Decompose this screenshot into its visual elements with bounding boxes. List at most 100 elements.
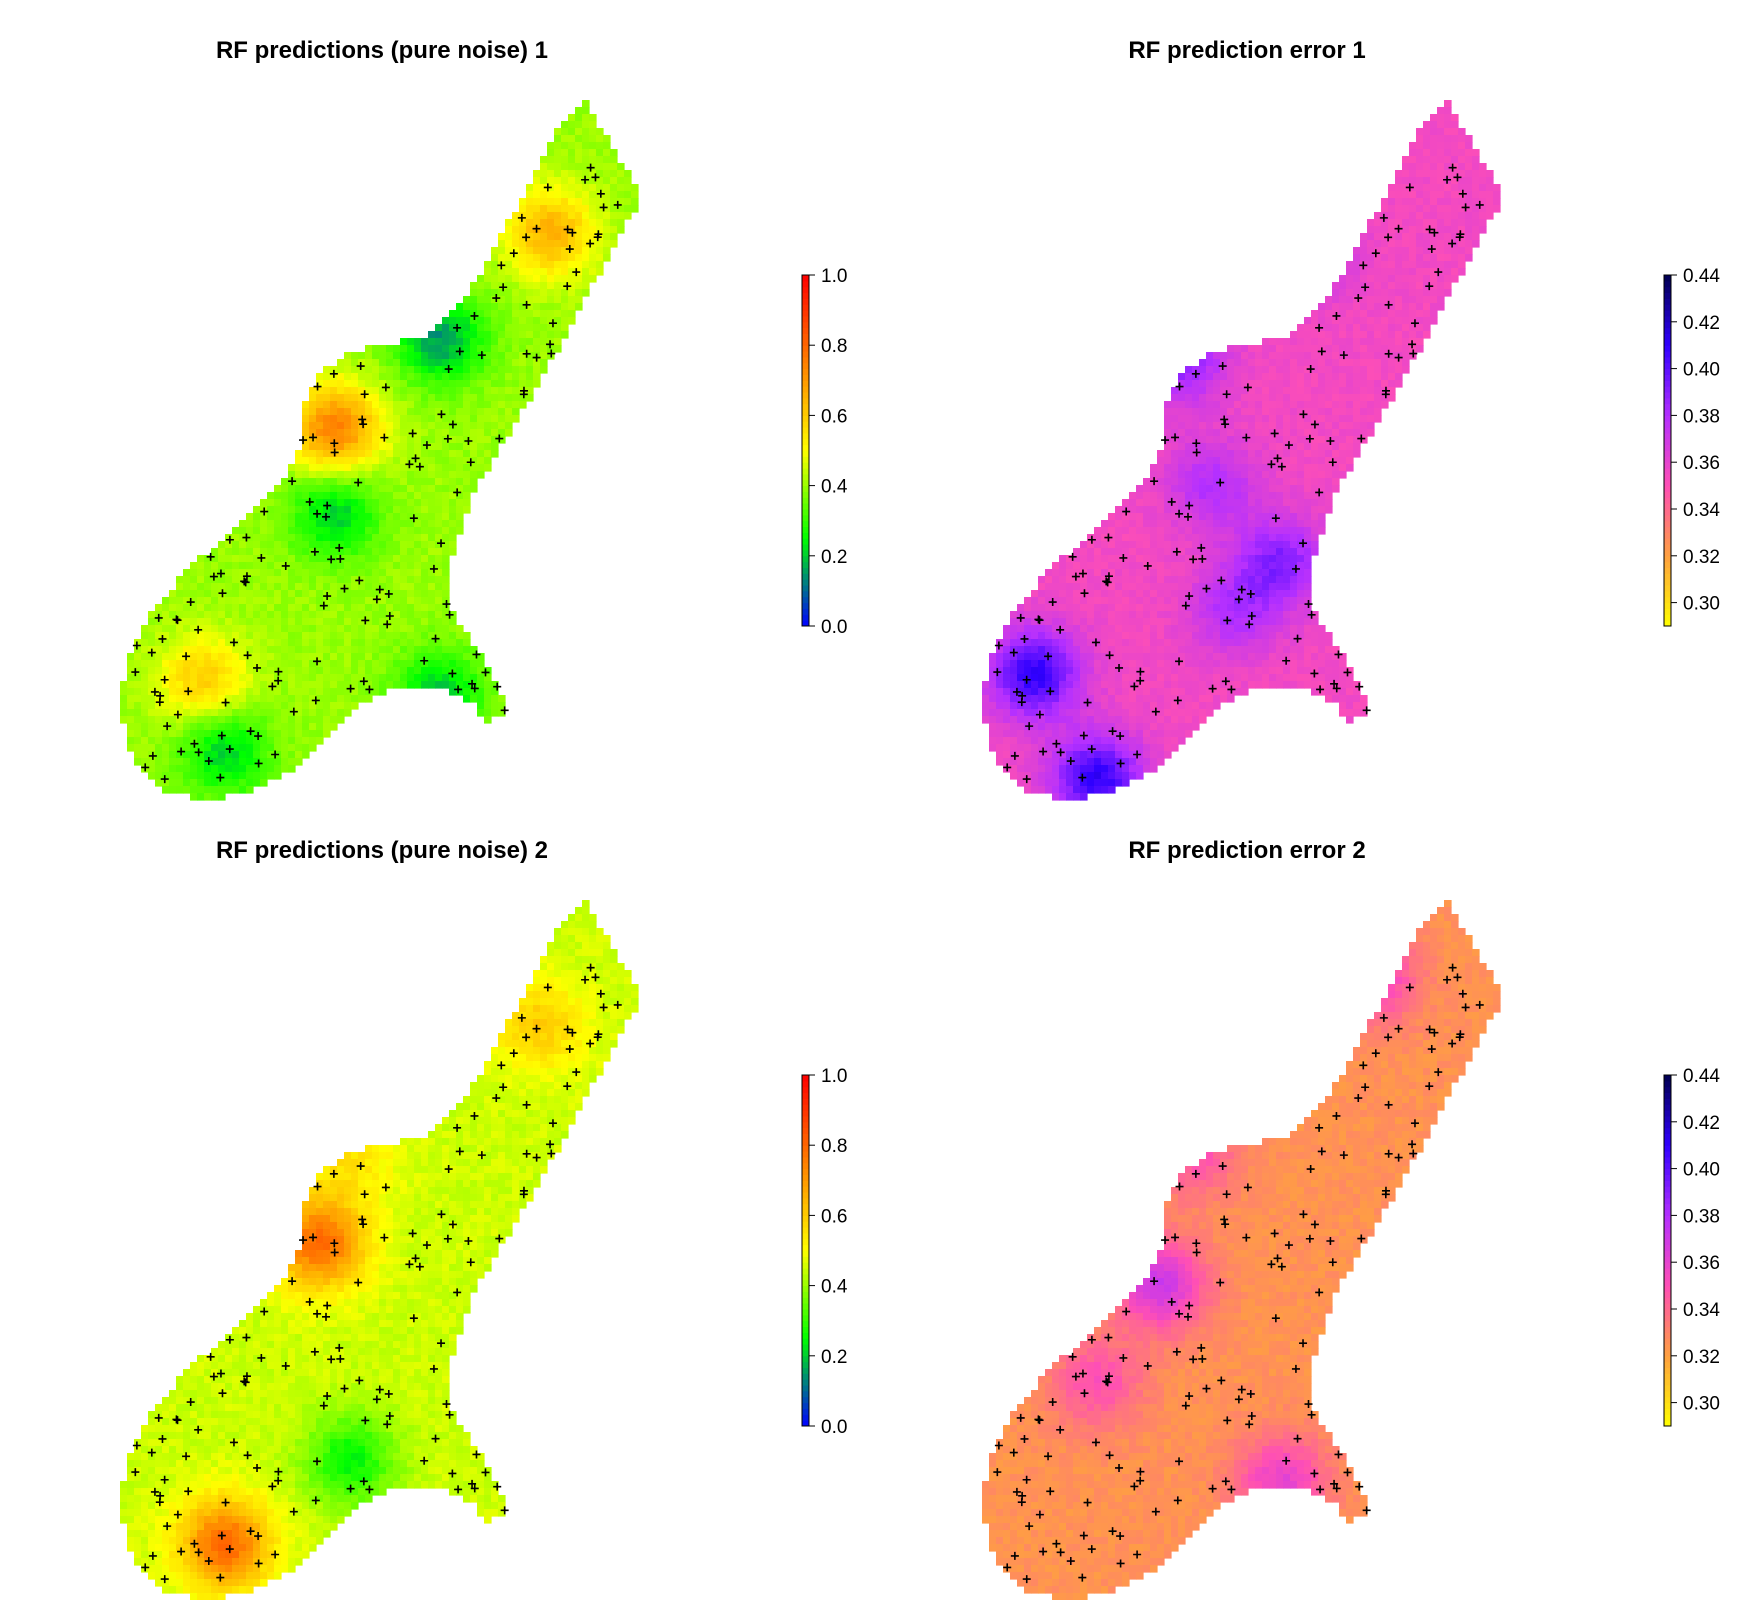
heatmap-cell [1297,653,1305,661]
heatmap-cell [141,639,149,647]
heatmap-cell [253,730,261,738]
heatmap-cell [1185,380,1193,388]
heatmap-cell [1346,317,1354,325]
heatmap-cell [1178,415,1186,423]
heatmap-cell [1024,597,1032,605]
heatmap-cell [1164,492,1172,500]
heatmap-cell [351,576,359,584]
heatmap-cell [575,247,583,255]
heatmap-cell [1171,450,1179,458]
heatmap-cell [211,653,219,661]
heatmap-cell [400,485,408,493]
heatmap-cell [1171,541,1179,549]
sample-point-marker [453,323,462,332]
heatmap-cell [1157,639,1165,647]
heatmap-cell [1374,226,1382,234]
heatmap-cell [505,429,513,437]
heatmap-cell [1220,380,1228,388]
heatmap-cell [589,205,597,213]
heatmap-cell [1115,513,1123,521]
heatmap-cell [358,660,366,668]
heatmap-cell [1185,646,1193,654]
heatmap-cell [428,576,436,584]
heatmap-cell [1353,261,1361,269]
heatmap-cell [351,485,359,493]
sample-point-marker [445,610,454,619]
heatmap-cell [1437,177,1445,185]
heatmap-cell [470,422,478,430]
heatmap-cell [260,548,268,556]
heatmap-cell [379,667,387,675]
heatmap-cell [1255,457,1263,465]
heatmap-cell [365,639,373,647]
heatmap-cell [491,338,499,346]
heatmap-cell [1010,660,1018,668]
heatmap-cell [274,611,282,619]
heatmap-cell [1178,380,1186,388]
heatmap-cell [1444,114,1452,122]
heatmap-cell [1213,464,1221,472]
heatmap-cell [1206,541,1214,549]
heatmap-cell [1220,408,1228,416]
heatmap-cell [624,205,632,213]
heatmap-cell [260,772,268,780]
heatmap-cell [372,450,380,458]
heatmap-cell [540,345,548,353]
heatmap-cell [421,625,429,633]
heatmap-cell [1234,562,1242,570]
heatmap-cell [176,744,184,752]
heatmap-cell [540,205,548,213]
heatmap-cell [1241,632,1249,640]
heatmap-cell [211,702,219,710]
heatmap-cell [575,191,583,199]
heatmap-cell [218,548,226,556]
heatmap-cell [330,632,338,640]
sample-point-marker [442,600,451,609]
heatmap-cell [1381,331,1389,339]
heatmap-cell [505,352,513,360]
heatmap-cell [379,506,387,514]
heatmap-cell [225,758,233,766]
sample-point-marker [163,722,172,731]
heatmap-cell [1101,639,1109,647]
heatmap-cell [197,646,205,654]
heatmap-cell [1374,401,1382,409]
heatmap-cell [1241,506,1249,514]
heatmap-cell [1465,191,1473,199]
heatmap-cell [281,576,289,584]
heatmap-cell [351,660,359,668]
heatmap-cell [1143,632,1151,640]
heatmap-cell [1192,450,1200,458]
heatmap-cell [330,576,338,584]
heatmap-cell [218,625,226,633]
heatmap-cell [302,604,310,612]
heatmap-cell [442,443,450,451]
heatmap-cell [379,429,387,437]
heatmap-cell [1038,611,1046,619]
heatmap-cell [1430,240,1438,248]
heatmap-cell [309,674,317,682]
heatmap-cell [554,310,562,318]
heatmap-cell [323,716,331,724]
heatmap-cell [1248,450,1256,458]
heatmap-cell [526,247,534,255]
heatmap-cell [393,408,401,416]
colorbar-segment [802,450,809,457]
heatmap-cell [1360,282,1368,290]
heatmap-cell [183,667,191,675]
heatmap-cell [1339,464,1347,472]
heatmap-cell [533,261,541,269]
sample-point-marker [299,436,308,445]
heatmap-cell [260,751,268,759]
sample-point-marker [268,682,277,691]
heatmap-cell [442,653,450,661]
heatmap-cell [379,380,387,388]
heatmap-cell [1269,422,1277,430]
heatmap-cell [1129,604,1137,612]
heatmap-cell [365,401,373,409]
heatmap-cell [330,548,338,556]
heatmap-cell [1038,576,1046,584]
heatmap-cell [1325,478,1333,486]
heatmap-cell [1171,422,1179,430]
heatmap-cell [575,275,583,283]
